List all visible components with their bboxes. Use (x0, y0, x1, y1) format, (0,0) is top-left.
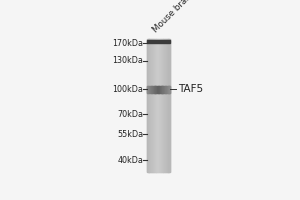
Bar (163, 86, 164, 93)
Bar (147, 40, 170, 43)
Bar (164, 39, 165, 172)
Bar (154, 39, 155, 172)
Bar (168, 86, 169, 93)
Bar (150, 86, 151, 93)
Bar (157, 86, 158, 93)
Bar (151, 86, 152, 93)
Text: 170kDa: 170kDa (112, 39, 143, 48)
Bar (149, 39, 150, 172)
Bar (159, 86, 160, 93)
Bar (162, 39, 163, 172)
Bar (166, 39, 167, 172)
Bar (147, 86, 148, 93)
Bar (148, 86, 149, 93)
Bar (158, 39, 159, 172)
Bar (167, 39, 168, 172)
Bar (162, 39, 163, 172)
Bar (149, 86, 150, 93)
Bar (169, 86, 170, 93)
Bar (153, 86, 154, 93)
Bar (153, 39, 154, 172)
Bar (148, 86, 149, 93)
Bar (155, 86, 156, 93)
Text: Mouse brain: Mouse brain (151, 0, 195, 34)
Bar (165, 39, 166, 172)
Bar (169, 39, 170, 172)
Bar (167, 86, 168, 93)
Text: 130kDa: 130kDa (112, 56, 143, 65)
Bar (152, 39, 153, 172)
Bar (160, 86, 161, 93)
Bar (153, 39, 154, 172)
Bar (169, 86, 170, 93)
Text: 100kDa: 100kDa (112, 85, 143, 94)
Bar (165, 86, 166, 93)
Bar (168, 39, 169, 172)
Bar (157, 86, 158, 93)
Bar (155, 39, 156, 172)
Bar (157, 39, 158, 172)
Bar (156, 39, 157, 172)
Bar (147, 39, 148, 172)
Bar (165, 86, 166, 93)
Bar (155, 86, 156, 93)
Bar (169, 39, 170, 172)
Bar (156, 86, 157, 93)
Text: 40kDa: 40kDa (117, 156, 143, 165)
Text: TAF5: TAF5 (178, 84, 203, 94)
Bar (150, 39, 151, 172)
Bar (163, 39, 164, 172)
Bar (150, 86, 151, 93)
Bar (165, 39, 166, 172)
Bar (152, 86, 153, 93)
Bar (161, 86, 162, 93)
Bar (168, 86, 169, 93)
Bar (158, 86, 159, 93)
Bar (158, 39, 159, 172)
Bar (158, 86, 159, 93)
Bar (161, 39, 162, 172)
Bar (147, 86, 148, 93)
Bar (161, 39, 162, 172)
Bar (160, 39, 161, 172)
Bar (151, 39, 152, 172)
Bar (159, 39, 160, 172)
Bar (160, 86, 161, 93)
Bar (149, 39, 150, 172)
Bar (166, 86, 167, 93)
Bar (157, 39, 158, 172)
Text: 55kDa: 55kDa (117, 130, 143, 139)
Bar (154, 86, 155, 93)
Text: 70kDa: 70kDa (117, 110, 143, 119)
Bar (154, 39, 155, 172)
Bar (148, 39, 149, 172)
Bar (164, 86, 165, 93)
Bar (162, 86, 163, 93)
Bar (150, 39, 151, 172)
